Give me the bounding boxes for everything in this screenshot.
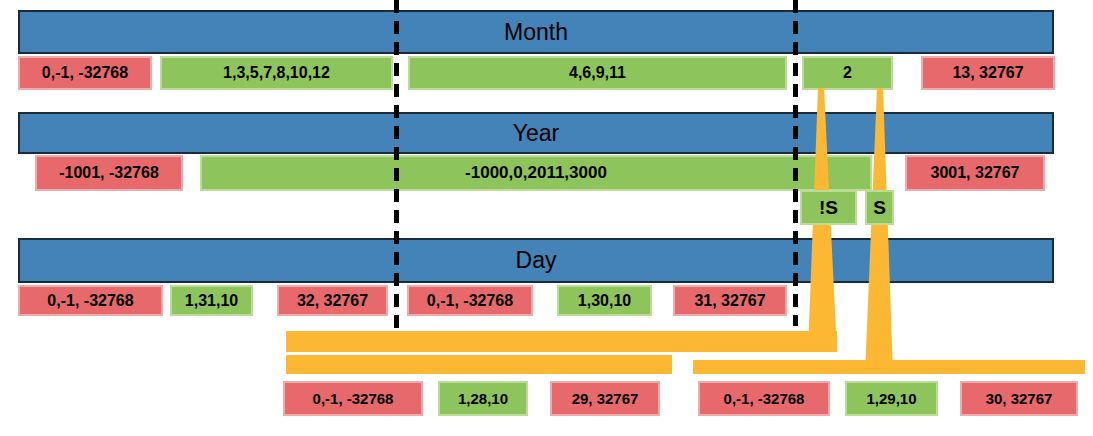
partition-label: 1,28,10 [458, 390, 508, 407]
feb29-partition-invalid-low: 0,-1, -32768 [698, 381, 830, 416]
month-partition-invalid-high: 13, 32767 [921, 56, 1055, 90]
feb28-partition-invalid-low: 0,-1, -32768 [283, 381, 423, 416]
partition-label: 0,-1, -32768 [724, 390, 805, 407]
month-bar: Month [18, 10, 1054, 54]
partition-label: 13, 32767 [952, 64, 1023, 82]
day-partition-invalid-low-2: 0,-1, -32768 [407, 285, 533, 316]
day-partition-invalid-low-1: 0,-1, -32768 [18, 285, 163, 316]
day-bar: Day [18, 238, 1054, 283]
standard-year-label: S [873, 197, 886, 219]
february-28-day-bar [286, 355, 672, 374]
partition-label: 30, 32767 [986, 390, 1053, 407]
year-partition-valid: -1000,0,2011,3000 [200, 155, 872, 191]
partition-label: 1,3,5,7,8,10,12 [223, 64, 330, 82]
day-partition-invalid-high-2: 31, 32767 [673, 285, 787, 316]
month-partition-invalid-low: 0,-1, -32768 [18, 56, 152, 90]
partition-label: -1000,0,2011,3000 [465, 163, 607, 183]
month-partition-31-day-months: 1,3,5,7,8,10,12 [160, 56, 393, 90]
february-29-day-bar [693, 360, 1085, 374]
partition-label: 31, 32767 [694, 292, 765, 310]
standard-year-box: S [865, 190, 894, 225]
year-bar: Year [18, 112, 1054, 154]
partition-label: 0,-1, -32768 [427, 292, 513, 310]
partition-label: 32, 32767 [297, 292, 368, 310]
feb29-partition-valid: 1,29,10 [845, 381, 938, 416]
partition-label: 1,31,10 [185, 292, 238, 310]
year-partition-invalid-low: -1001, -32768 [35, 155, 183, 191]
not-standard-year-box: !S [800, 190, 857, 225]
divider-line-left [394, 0, 399, 330]
partition-label: 1,29,10 [866, 390, 916, 407]
not-standard-year-label: !S [819, 197, 838, 219]
partition-label: 1,30,10 [578, 292, 631, 310]
partition-label: 3001, 32767 [931, 164, 1020, 182]
day-partition-invalid-high-1: 32, 32767 [277, 285, 388, 316]
day-partition-valid-30: 1,30,10 [557, 285, 652, 316]
month-partition-30-day-months: 4,6,9,11 [408, 56, 787, 90]
partition-label: 4,6,9,11 [569, 64, 626, 82]
partition-label: 2 [843, 64, 852, 82]
feb29-partition-invalid-high: 30, 32767 [960, 381, 1078, 416]
year-partition-invalid-high: 3001, 32767 [905, 155, 1045, 191]
month-partition-february: 2 [802, 56, 893, 90]
day-partition-valid-31: 1,31,10 [170, 285, 253, 316]
partition-label: 0,-1, -32768 [47, 292, 133, 310]
partition-label: -1001, -32768 [59, 164, 159, 182]
feb28-partition-invalid-high: 29, 32767 [550, 381, 660, 416]
not-standard-connector-bar [286, 331, 837, 352]
month-bar-title: Month [504, 19, 568, 46]
feb28-partition-valid: 1,28,10 [438, 381, 528, 416]
equivalence-partition-diagram: Month 0,-1, -32768 1,3,5,7,8,10,12 4,6,9… [0, 0, 1093, 436]
partition-label: 0,-1, -32768 [313, 390, 394, 407]
year-bar-title: Year [513, 120, 559, 147]
day-bar-title: Day [516, 247, 557, 274]
divider-line-right [793, 0, 798, 326]
partition-label: 29, 32767 [572, 390, 639, 407]
partition-label: 0,-1, -32768 [42, 64, 128, 82]
